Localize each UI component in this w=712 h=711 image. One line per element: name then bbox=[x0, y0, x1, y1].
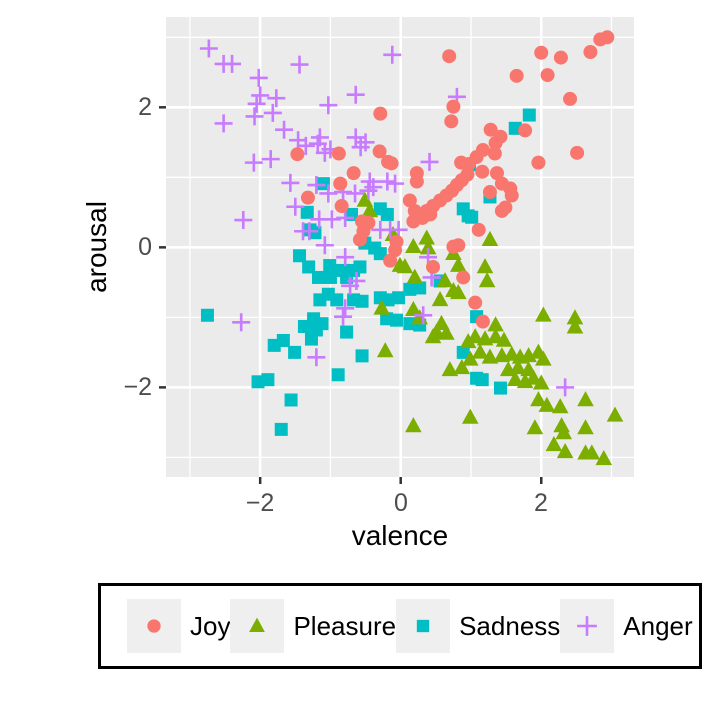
legend: Joy Pleasure Sadness Anger bbox=[98, 583, 702, 669]
legend-item-anger: Anger bbox=[560, 599, 693, 653]
y-tick-label: 2 bbox=[138, 93, 152, 121]
legend-key bbox=[127, 599, 181, 653]
legend-item-pleasure: Pleasure bbox=[230, 599, 396, 653]
legend-item-sadness: Sadness bbox=[396, 599, 560, 653]
anger-points bbox=[199, 39, 575, 397]
sadness-square-icon bbox=[416, 619, 430, 633]
sadness-points bbox=[200, 108, 536, 436]
joy-points bbox=[290, 30, 615, 329]
legend-label: Sadness bbox=[459, 610, 561, 641]
x-tick-label: −2 bbox=[245, 489, 275, 517]
y-tick-label: −2 bbox=[123, 373, 152, 401]
legend-label: Pleasure bbox=[293, 610, 397, 641]
x-tick-label: 2 bbox=[534, 489, 548, 517]
anger-cross-icon bbox=[577, 616, 598, 636]
legend-item-joy: Joy bbox=[127, 599, 230, 653]
joy-circle-icon bbox=[147, 619, 161, 633]
pleasure-triangle-icon bbox=[249, 617, 266, 632]
legend-label: Joy bbox=[190, 610, 231, 641]
x-tick-label: 0 bbox=[394, 489, 408, 517]
y-tick-label: 0 bbox=[138, 233, 152, 261]
scatter-plot bbox=[159, 17, 634, 484]
legend-key bbox=[230, 599, 285, 653]
x-axis-title: valence bbox=[351, 520, 449, 551]
legend-key bbox=[560, 599, 615, 653]
legend-key bbox=[396, 599, 451, 653]
legend-label: Anger bbox=[623, 610, 693, 641]
pleasure-points bbox=[356, 191, 624, 466]
